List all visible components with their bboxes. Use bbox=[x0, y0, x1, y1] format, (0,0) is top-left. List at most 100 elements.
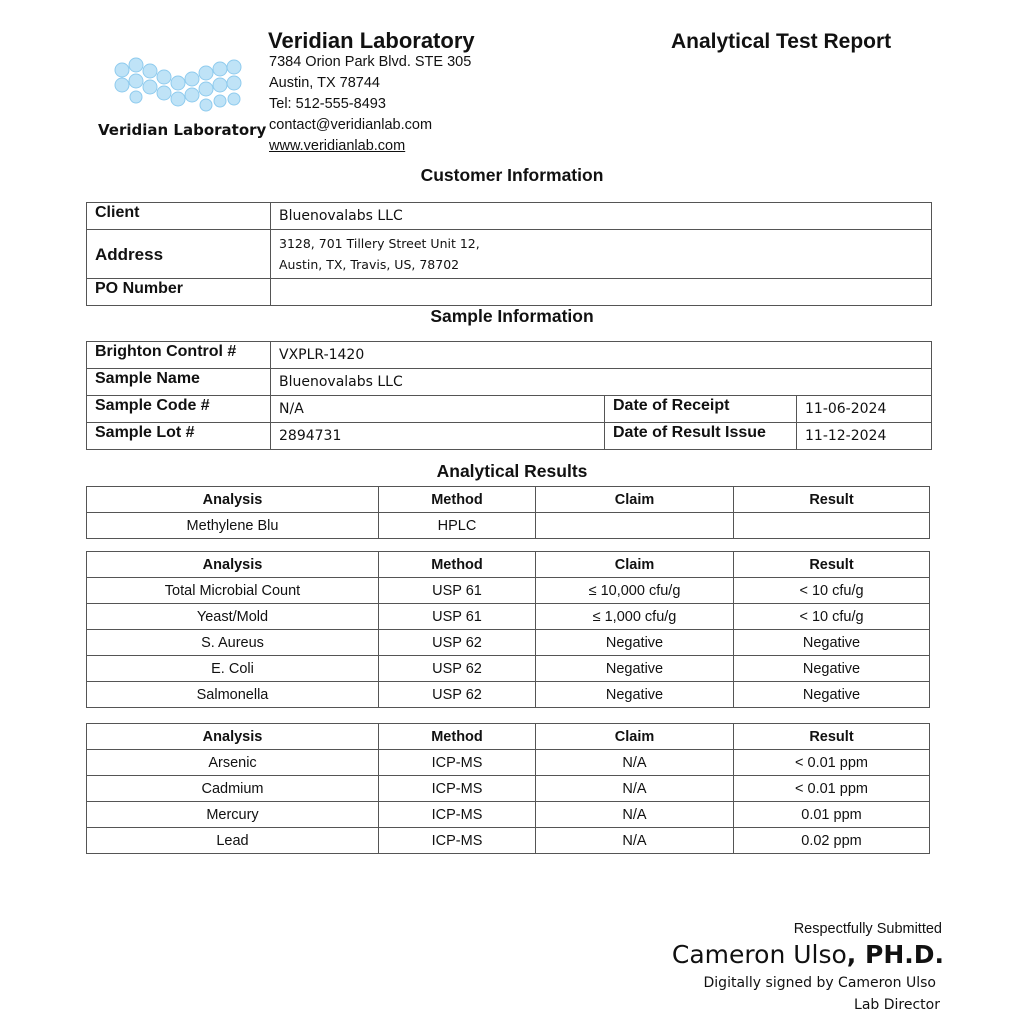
cell-analysis: Arsenic bbox=[86, 749, 379, 776]
client-label: Client bbox=[86, 202, 271, 230]
digital-signature-note: Digitally signed by Cameron Ulso bbox=[703, 975, 936, 991]
header-analysis: Analysis bbox=[86, 723, 379, 750]
lot-label: Sample Lot # bbox=[86, 422, 271, 450]
cell-analysis: Lead bbox=[86, 827, 379, 854]
issue-label: Date of Result Issue bbox=[604, 422, 797, 450]
lot-value: 2894731 bbox=[270, 422, 605, 450]
cell-result: < 0.01 ppm bbox=[733, 775, 930, 802]
control-label: Brighton Control # bbox=[86, 341, 271, 369]
signer-name-text: Cameron Ulso bbox=[671, 940, 847, 969]
sample-table: Brighton Control # VXPLR-1420 Sample Name… bbox=[86, 341, 932, 450]
report-title: Analytical Test Report bbox=[671, 30, 892, 53]
cell-method: ICP-MS bbox=[378, 801, 536, 828]
table-row: Total Microbial Count USP 61 ≤ 10,000 cfu/… bbox=[86, 577, 930, 604]
cell-method: USP 61 bbox=[378, 603, 536, 630]
cell-method: USP 62 bbox=[378, 655, 536, 682]
cell-method: USP 62 bbox=[378, 629, 536, 656]
cell-claim bbox=[535, 512, 734, 539]
results-header-row: Analysis Method Claim Result bbox=[86, 551, 930, 578]
header-method: Method bbox=[378, 486, 536, 513]
cell-claim: ≤ 1,000 cfu/g bbox=[535, 603, 734, 630]
po-value bbox=[270, 278, 932, 306]
cell-analysis: Methylene Blu bbox=[86, 512, 379, 539]
lab-email[interactable]: contact@veridianlab.com bbox=[269, 117, 433, 133]
respectfully-submitted: Respectfully Submitted bbox=[793, 921, 942, 937]
issue-value: 11-12-2024 bbox=[796, 422, 932, 450]
table-row: Yeast/Mold USP 61 ≤ 1,000 cfu/g < 10 cfu/g bbox=[86, 603, 930, 630]
cell-claim: N/A bbox=[535, 775, 734, 802]
sample-name-label: Sample Name bbox=[86, 368, 271, 396]
table-row: E. Coli USP 62 Negative Negative bbox=[86, 655, 930, 682]
header-claim: Claim bbox=[535, 486, 734, 513]
cell-result: Negative bbox=[733, 681, 930, 708]
cell-result bbox=[733, 512, 930, 539]
control-value: VXPLR-1420 bbox=[270, 341, 932, 369]
results-table-metals: Analysis Method Claim Result Arsenic ICP-MS N/… bbox=[86, 723, 930, 854]
receipt-value: 11-06-2024 bbox=[796, 395, 932, 423]
cell-claim: N/A bbox=[535, 827, 734, 854]
signer-credential: , PH.D. bbox=[846, 940, 944, 969]
cell-method: ICP-MS bbox=[378, 749, 536, 776]
header-method: Method bbox=[378, 551, 536, 578]
cell-result: < 10 cfu/g bbox=[733, 603, 930, 630]
table-row: Salmonella USP 62 Negative Negative bbox=[86, 681, 930, 708]
cell-method: USP 62 bbox=[378, 681, 536, 708]
signer-role: Lab Director bbox=[854, 997, 940, 1013]
client-value: Bluenovalabs LLC bbox=[270, 202, 932, 230]
results-table-microbial: Analysis Method Claim Result Total Microbial… bbox=[86, 551, 930, 708]
cell-claim: Negative bbox=[535, 681, 734, 708]
logo-text: Veridian Laboratory bbox=[98, 121, 267, 139]
cell-analysis: E. Coli bbox=[86, 655, 379, 682]
receipt-label: Date of Receipt bbox=[604, 395, 797, 423]
cell-analysis: S. Aureus bbox=[86, 629, 379, 656]
results-table-hplc: Analysis Method Claim Result Methylene Blu HP… bbox=[86, 486, 930, 539]
header-analysis: Analysis bbox=[86, 486, 379, 513]
cell-claim: N/A bbox=[535, 801, 734, 828]
cell-claim: N/A bbox=[535, 749, 734, 776]
cell-method: USP 61 bbox=[378, 577, 536, 604]
header-claim: Claim bbox=[535, 723, 734, 750]
sample-section-title: Sample Information bbox=[430, 306, 594, 326]
address-label: Address bbox=[86, 229, 271, 279]
cell-claim: Negative bbox=[535, 629, 734, 656]
sample-name-value: Bluenovalabs LLC bbox=[270, 368, 932, 396]
cell-analysis: Cadmium bbox=[86, 775, 379, 802]
signer-name: Cameron Ulso, PH.D. bbox=[672, 940, 944, 969]
cell-result: 0.01 ppm bbox=[733, 801, 930, 828]
lab-address-line1: 7384 Orion Park Blvd. STE 305 bbox=[269, 54, 472, 70]
address-line2: Austin, TX, Travis, US, 78702 bbox=[279, 257, 460, 272]
cell-method: ICP-MS bbox=[378, 775, 536, 802]
cell-result: < 0.01 ppm bbox=[733, 749, 930, 776]
logo-icon bbox=[114, 57, 242, 112]
header-result: Result bbox=[733, 723, 930, 750]
address-line1: 3128, 701 Tillery Street Unit 12, bbox=[279, 236, 480, 251]
table-row: Mercury ICP-MS N/A 0.01 ppm bbox=[86, 801, 930, 828]
table-row: Cadmium ICP-MS N/A < 0.01 ppm bbox=[86, 775, 930, 802]
po-label: PO Number bbox=[86, 278, 271, 306]
results-section-title: Analytical Results bbox=[436, 461, 588, 481]
header-analysis: Analysis bbox=[86, 551, 379, 578]
cell-analysis: Salmonella bbox=[86, 681, 379, 708]
lab-phone: Tel: 512-555-8493 bbox=[269, 96, 386, 112]
cell-analysis: Yeast/Mold bbox=[86, 603, 379, 630]
results-header-row: Analysis Method Claim Result bbox=[86, 486, 930, 513]
results-header-row: Analysis Method Claim Result bbox=[86, 723, 930, 750]
lab-name: Veridian Laboratory bbox=[268, 28, 475, 53]
customer-table: Client Bluenovalabs LLC Address 3128, 701… bbox=[86, 202, 932, 306]
cell-result: 0.02 ppm bbox=[733, 827, 930, 854]
header-result: Result bbox=[733, 551, 930, 578]
cell-claim: Negative bbox=[535, 655, 734, 682]
lab-website-link[interactable]: www.veridianlab.com bbox=[269, 138, 406, 154]
cell-result: Negative bbox=[733, 655, 930, 682]
header-method: Method bbox=[378, 723, 536, 750]
cell-result: < 10 cfu/g bbox=[733, 577, 930, 604]
header-claim: Claim bbox=[535, 551, 734, 578]
customer-section-title: Customer Information bbox=[420, 165, 604, 185]
sample-code-value: N/A bbox=[270, 395, 605, 423]
lab-address-line2: Austin, TX 78744 bbox=[269, 75, 380, 91]
table-row: Methylene Blu HPLC bbox=[86, 512, 930, 539]
sample-code-label: Sample Code # bbox=[86, 395, 271, 423]
cell-analysis: Total Microbial Count bbox=[86, 577, 379, 604]
cell-claim: ≤ 10,000 cfu/g bbox=[535, 577, 734, 604]
table-row: Lead ICP-MS N/A 0.02 ppm bbox=[86, 827, 930, 854]
